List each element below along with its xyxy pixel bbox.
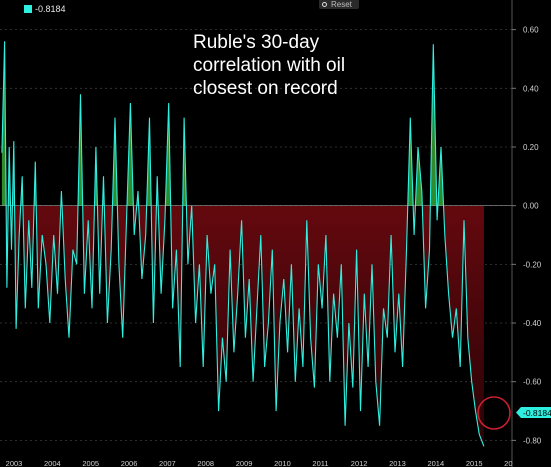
x-tick-label: 2008 (197, 459, 214, 467)
x-tick-label: 2014 (427, 459, 444, 467)
y-axis: 0.60 0.40 0.20 0.00 -0.20 -0.40 -0.60 -0.80 (511, 0, 542, 467)
x-tick-label: 2006 (121, 459, 138, 467)
annotation-text: Ruble's 30-day correlation with oil clos… (193, 32, 346, 99)
line-layer (1, 41, 485, 447)
x-axis: 2003 2004 2005 2006 2007 2008 2009 2010 2011 2012… (6, 459, 513, 467)
negative-area (1, 205, 484, 447)
y-tick-label: -0.20 (523, 260, 542, 269)
correlation-line (1, 41, 485, 447)
reset-button[interactable]: Reset (319, 0, 359, 9)
x-tick-label: 2012 (351, 459, 368, 467)
x-tick-label: 2009 (236, 459, 253, 467)
y-tick-label: -0.40 (523, 319, 542, 328)
legend-swatch (24, 5, 32, 13)
y-tick-label: 0.60 (523, 26, 539, 35)
x-tick-label: 20 (504, 459, 512, 467)
x-tick-label: 2013 (389, 459, 406, 467)
x-tick-label: 2010 (274, 459, 291, 467)
highlight-circle (477, 396, 511, 430)
x-tick-label: 2011 (312, 459, 328, 467)
legend: -0.8184 (24, 4, 66, 14)
area-layer (0, 41, 512, 447)
last-value-tag: -0.8184 (516, 407, 551, 418)
y-tick-label: -0.80 (523, 436, 542, 445)
x-tick-label: 2004 (44, 459, 61, 467)
legend-value: -0.8184 (35, 4, 66, 14)
y-tick-label: 0.40 (523, 84, 539, 93)
x-tick-label: 2005 (82, 459, 99, 467)
x-tick-label: 2015 (466, 459, 483, 467)
y-tick-label: -0.60 (523, 378, 542, 387)
y-tick-label: 0.00 (523, 202, 539, 211)
last-value-label: -0.8184 (523, 408, 551, 418)
reset-label: Reset (331, 0, 352, 9)
x-tick-label: 2007 (159, 459, 176, 467)
reset-icon (322, 2, 327, 7)
x-tick-label: 2003 (6, 459, 23, 467)
y-tick-label: 0.20 (523, 143, 539, 152)
